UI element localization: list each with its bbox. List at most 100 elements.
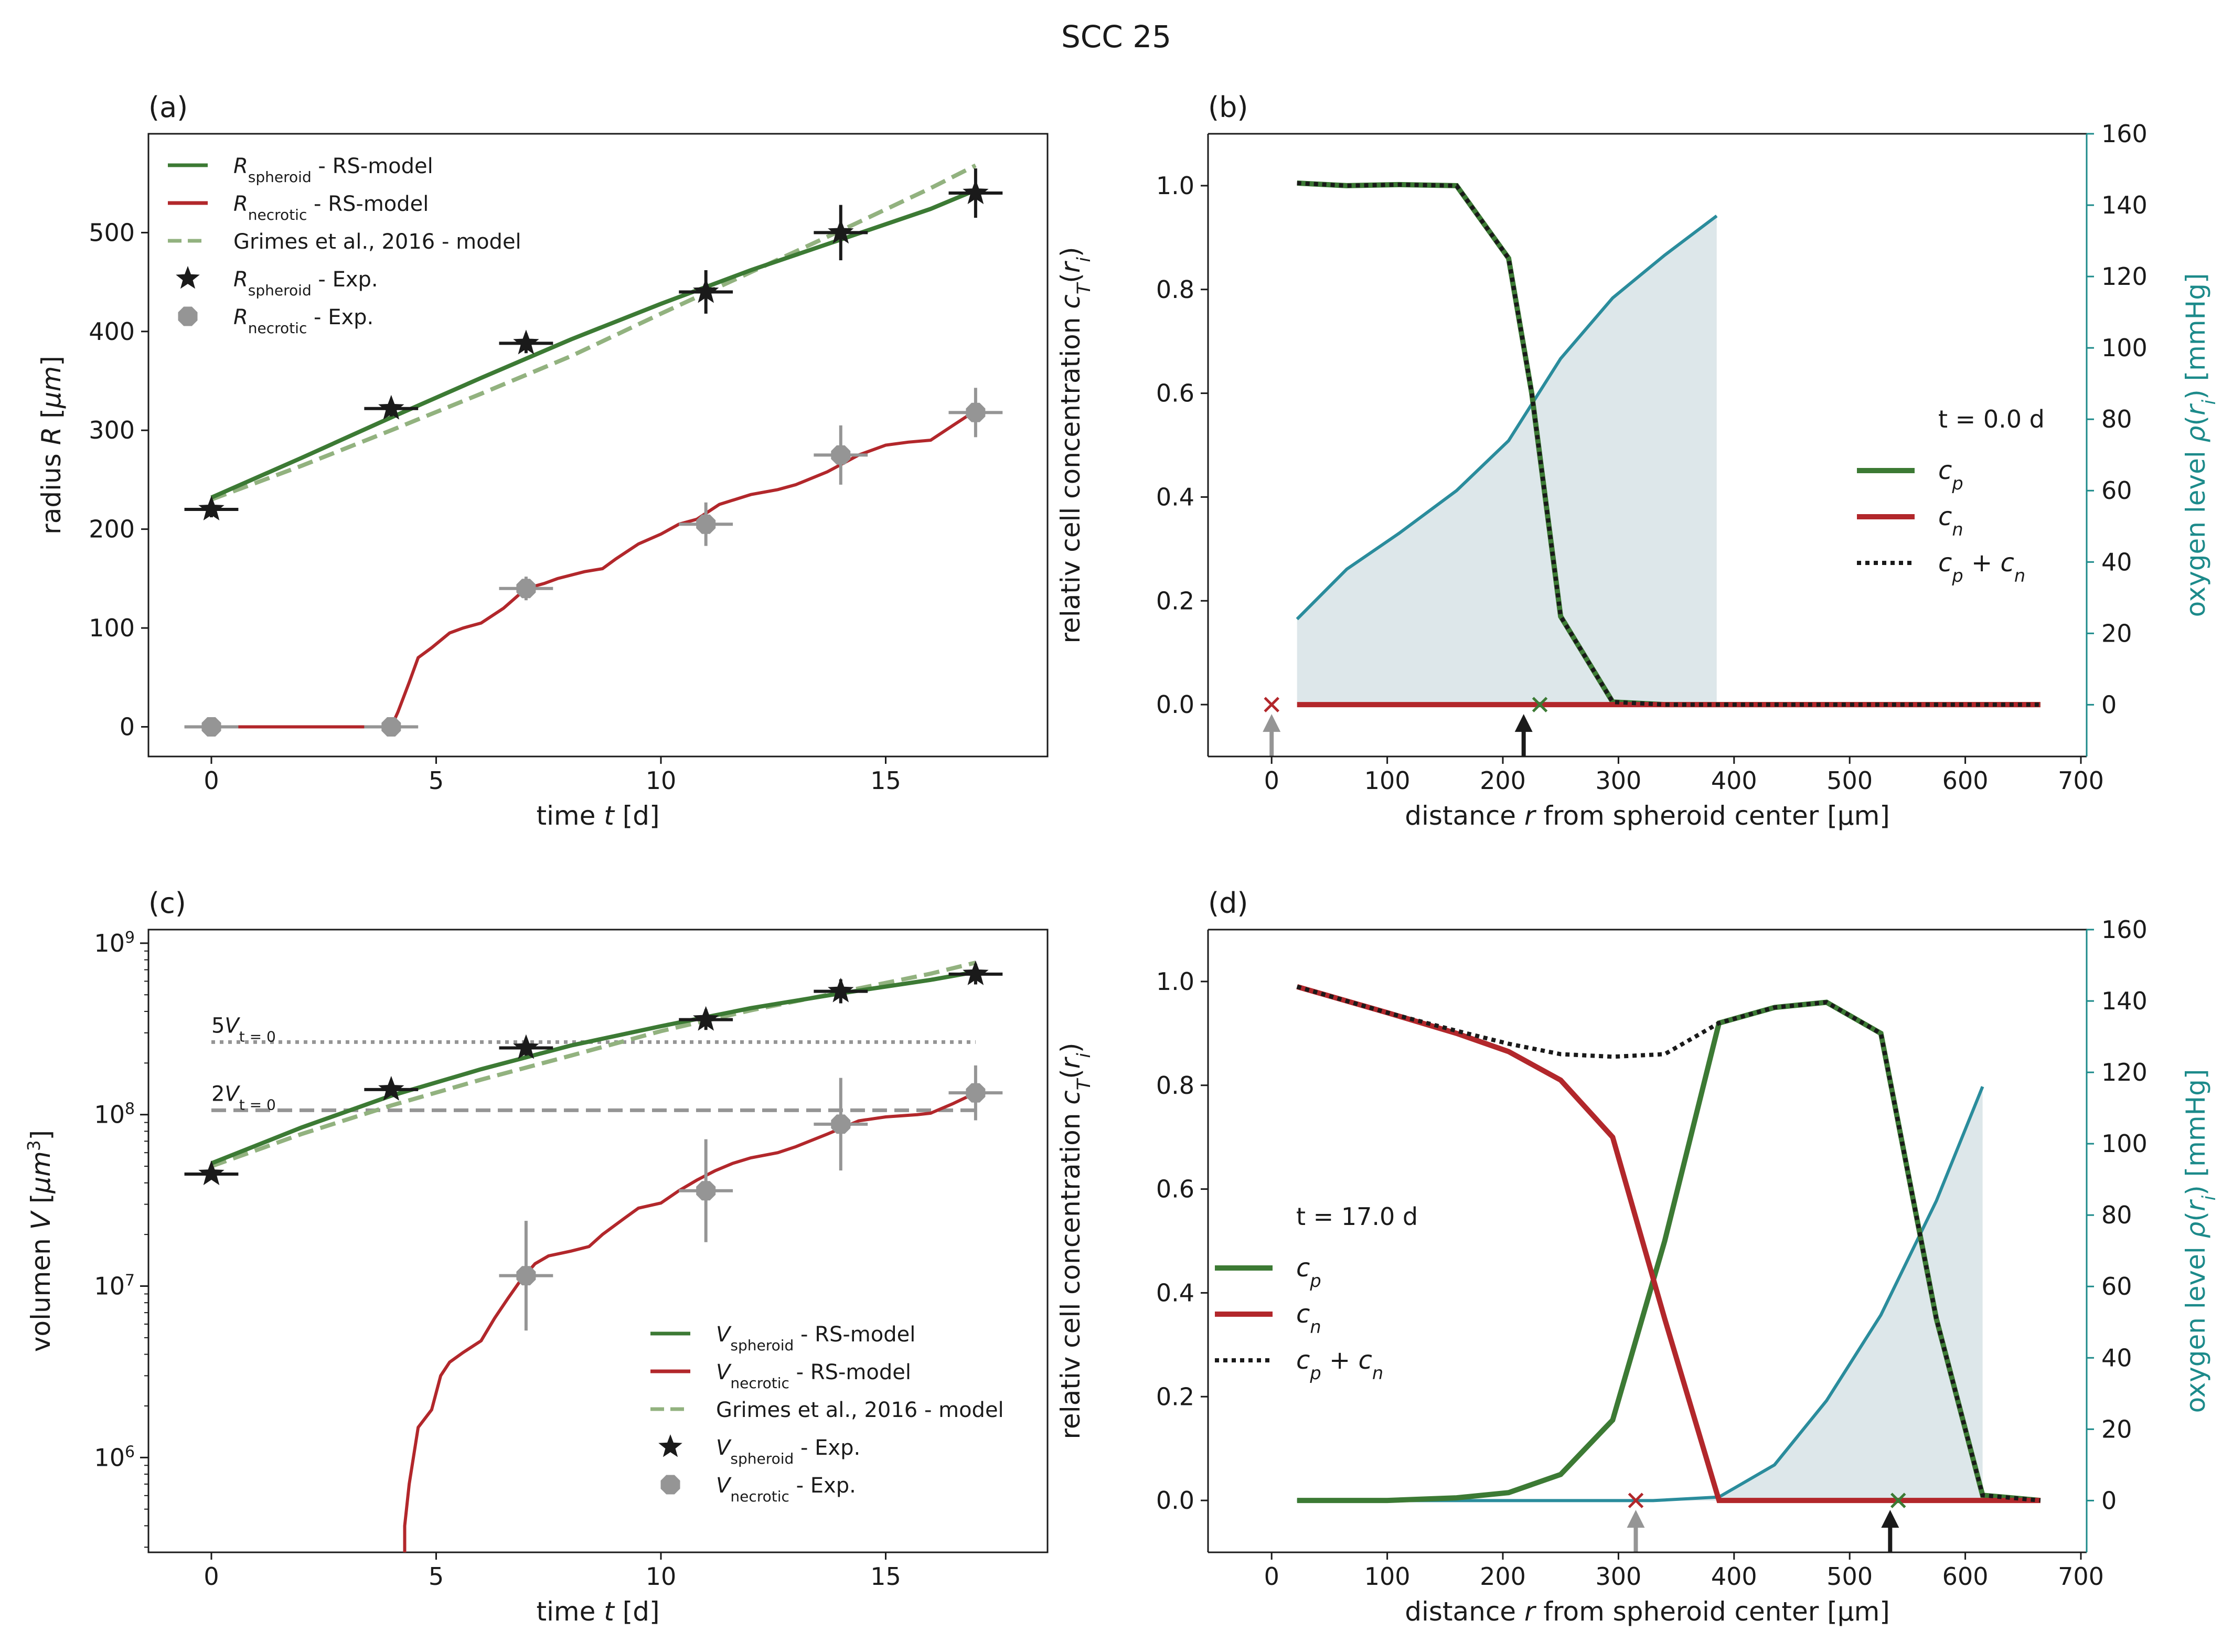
legend-label: Rnecrotic - Exp.: [233, 305, 373, 337]
spheroid-radius-arrow-head: [1514, 714, 1533, 732]
panel-d: 0 100 200 300 400 500 600 7000.00.20.40.60.81.0…: [1055, 887, 2220, 1627]
spheroid-exp-marker: [693, 1006, 719, 1031]
spheroid-exp-marker: [198, 1160, 225, 1186]
y-axis-label: relativ cell concentration cT(ri): [1055, 247, 1095, 643]
spheroid-model-line: [210, 969, 976, 1166]
x-tick-label: 5: [429, 1562, 444, 1591]
panel-b: 0 100 200 300 400 500 600 7000.00.20.40.60.81.0…: [1055, 91, 2220, 831]
panel-label: (a): [148, 91, 188, 124]
y-axis-label: volumen V [µm3]: [24, 1130, 56, 1352]
x-tick-label: 0: [1264, 766, 1279, 795]
necrotic-exp-marker: [381, 717, 401, 737]
y-right-tick-label: 100: [2101, 334, 2148, 362]
necrotic-radius-marker: [1264, 697, 1279, 712]
legend-label: Rspheroid - RS-model: [233, 154, 433, 186]
y-axis-label: relativ cell concentration cT(ri): [1055, 1042, 1095, 1439]
legend-label: cn: [1938, 502, 1963, 540]
y-tick-label: 200: [89, 515, 135, 543]
x-tick-label: 0: [204, 1562, 219, 1591]
legend-label: Vspheroid - Exp.: [716, 1436, 860, 1467]
y-axis-label: radius R [µm]: [36, 356, 67, 535]
necrotic-exp-marker: [516, 1266, 536, 1286]
legend-label: cp + cn: [1296, 1346, 1383, 1383]
legend-label: Vspheroid - RS-model: [716, 1323, 915, 1354]
y-right-axis-label: oxygen level ρ(ri) [mmHg]: [2181, 273, 2220, 617]
cp-line: [1297, 999, 2041, 1504]
spheroid-exp-marker: [198, 496, 225, 520]
legend-label: cn: [1296, 1299, 1321, 1337]
legend-label: Grimes et al., 2016 - model: [233, 230, 521, 254]
spheroid-exp-marker: [963, 960, 989, 985]
y-tick-label: 300: [89, 416, 135, 444]
y-right-tick-label: 60: [2101, 476, 2132, 505]
y-tick-label: 0.2: [1156, 587, 1194, 615]
oxygen-line: [1297, 1086, 1984, 1502]
y-right-tick-label: 120: [2101, 262, 2148, 291]
spheroid-exp-marker: [513, 1034, 539, 1059]
y-tick-label: 107: [94, 1271, 135, 1301]
y-tick-label: 106: [94, 1443, 135, 1472]
x-tick-label: 10: [646, 1562, 677, 1591]
legend-marker: [658, 1434, 682, 1457]
y-tick-label: 100: [89, 614, 135, 642]
legend-label: Vnecrotic - RS-model: [716, 1360, 911, 1392]
x-tick-label: 600: [1942, 1562, 1989, 1591]
y-right-tick-label: 40: [2101, 1344, 2132, 1372]
necrotic-exp-marker: [966, 402, 986, 422]
legend-marker: [660, 1475, 680, 1495]
x-tick-label: 300: [1595, 766, 1641, 795]
x-tick-label: 15: [870, 1562, 901, 1591]
x-axis-label: time t [d]: [536, 801, 659, 831]
spheroid-radius-marker: [1532, 697, 1548, 712]
y-tick-label: 500: [89, 218, 135, 247]
y-right-tick-label: 80: [2101, 1201, 2132, 1229]
necrotic-exp-marker: [696, 514, 716, 534]
legend-label: cp: [1296, 1253, 1321, 1291]
x-tick-label: 100: [1364, 1562, 1411, 1591]
y-right-tick-label: 60: [2101, 1272, 2132, 1301]
y-tick-label: 0.8: [1156, 275, 1194, 304]
panel-a: 0 5 10 15 0 100 200 300 400 500 (a) time t [d] radiu…: [36, 91, 1049, 831]
x-tick-label: 200: [1480, 1562, 1526, 1591]
legend: Rspheroid - RS-model Rnecrotic - RS-model…: [168, 154, 521, 337]
panel-c: 0 5 10 15 (c) 106 107 108 109 5Vt = 0 2Vt = 0 time …: [24, 887, 1049, 1627]
x-tick-label: 5: [429, 766, 444, 795]
plot-area: [1263, 180, 2041, 756]
y-tick-label: 0.8: [1156, 1071, 1194, 1100]
y-tick-label: 1.0: [1156, 172, 1194, 200]
legend-marker: [178, 306, 198, 326]
grimes-model-line: [210, 961, 976, 1168]
spheroid-exp-marker: [378, 1075, 404, 1101]
y-tick-label: 0.4: [1156, 483, 1194, 511]
x-tick-label: 600: [1942, 766, 1989, 795]
x-tick-label: 10: [646, 766, 677, 795]
y-tick-label: 108: [94, 1100, 135, 1129]
legend-label: Vnecrotic - Exp.: [716, 1474, 856, 1505]
y-right-tick-label: 100: [2101, 1129, 2148, 1158]
y-right-tick-label: 160: [2101, 915, 2148, 944]
legend-title: t = 17.0 d: [1296, 1202, 1418, 1231]
y-right-tick-label: 40: [2101, 548, 2132, 576]
spheroid-exp-marker: [828, 219, 854, 244]
y-right-tick-label: 160: [2101, 120, 2148, 148]
x-tick-label: 400: [1711, 766, 1757, 795]
figure-title: SCC 25: [1061, 19, 1171, 55]
plot-area: [184, 960, 1003, 1552]
necrotic-exp-marker: [696, 1181, 716, 1201]
spheroid-radius-marker: [1890, 1493, 1906, 1508]
y-tick-label: 0.0: [1156, 1486, 1194, 1515]
legend-title: t = 0.0 d: [1938, 405, 2045, 433]
y-tick-label: 0.6: [1156, 379, 1194, 408]
oxygen-line: [1296, 215, 1718, 621]
legend-marker: [176, 266, 200, 289]
y-right-tick-label: 0: [2101, 1486, 2117, 1515]
spheroid-exp-marker: [693, 278, 719, 303]
spheroid-exp-marker: [378, 395, 404, 420]
x-tick-label: 400: [1711, 1562, 1757, 1591]
necrotic-radius-arrow-head: [1263, 714, 1281, 732]
legend-label: Rnecrotic - RS-model: [233, 192, 429, 223]
plot-area: [184, 163, 1003, 737]
necrotic-exp-marker: [831, 1114, 851, 1134]
x-tick-label: 300: [1595, 1562, 1641, 1591]
